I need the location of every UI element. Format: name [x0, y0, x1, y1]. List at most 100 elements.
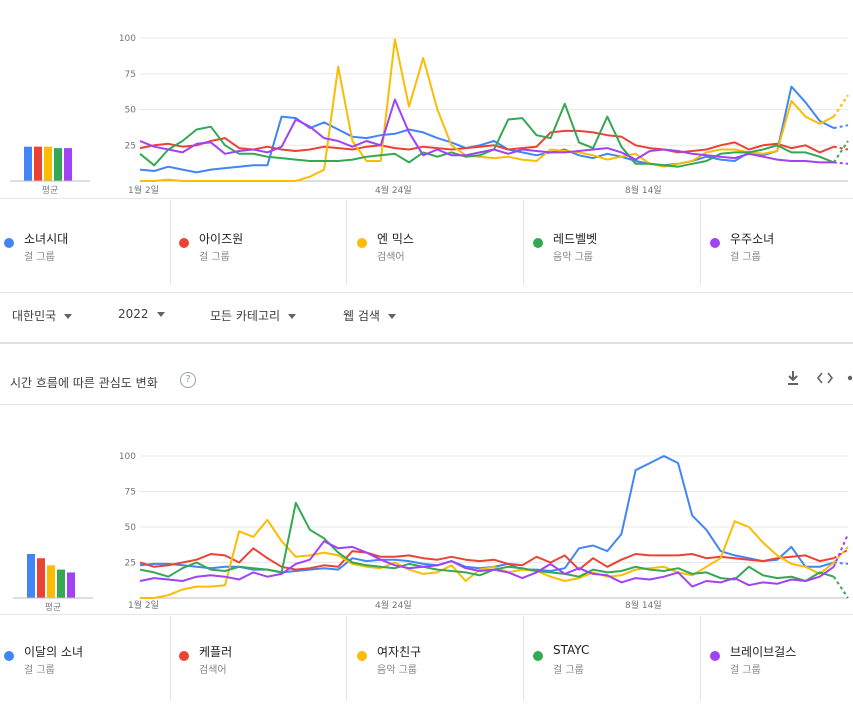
- download-icon[interactable]: [786, 370, 800, 390]
- average-bar-4: [54, 148, 62, 181]
- y-tick-label: 100: [119, 452, 136, 462]
- chart-1-line-chart[interactable]: 25 50 75 100: [0, 0, 853, 200]
- region-filter[interactable]: 대한민국: [12, 307, 73, 324]
- year-filter[interactable]: 2022: [118, 307, 165, 321]
- legend-term-name: 아이즈원: [199, 232, 244, 246]
- legend-term-type: 음악 그룹: [553, 252, 593, 263]
- region-filter-label: 대한민국: [12, 309, 57, 323]
- help-icon[interactable]: ?: [180, 372, 196, 388]
- legend-term-type: 검색어: [377, 252, 405, 263]
- legend-divider: [700, 616, 701, 701]
- legend-term-name: 우주소녀: [730, 232, 775, 246]
- legend-dot: [179, 651, 189, 661]
- legend-divider: [170, 616, 171, 701]
- legend-term-type: 걸 그룹: [730, 252, 761, 263]
- legend-term-name: 케플러: [199, 645, 233, 659]
- legend-item-3[interactable]: 엔 믹스 검색어: [353, 228, 523, 286]
- legend-term-type: 검색어: [199, 665, 227, 676]
- chart-1-x-tick-3: 8월 14일: [625, 186, 662, 196]
- legend-term-name: 엔 믹스: [377, 232, 414, 246]
- y-tick-label: 75: [125, 70, 136, 80]
- chart-2-average-label: 평균: [44, 603, 62, 613]
- legend-term-type: 걸 그룹: [24, 252, 55, 263]
- legend-term-type: 걸 그룹: [553, 665, 584, 676]
- legend-term-name: 레드벨벳: [553, 232, 598, 246]
- share-icon[interactable]: [846, 370, 853, 390]
- year-filter-label: 2022: [118, 307, 149, 321]
- legend-term-name: 브레이브걸스: [730, 645, 797, 659]
- search-type-filter-label: 웹 검색: [343, 309, 380, 323]
- series-line-4: [139, 501, 835, 582]
- legend-item-5[interactable]: 우주소녀 걸 그룹: [706, 228, 853, 286]
- series-line-2: [139, 547, 835, 571]
- legend-item-5[interactable]: 브레이브걸스 걸 그룹: [706, 641, 853, 699]
- legend-term-type: 음악 그룹: [377, 665, 417, 676]
- average-bar-5: [67, 572, 75, 598]
- y-tick-label: 25: [125, 141, 136, 151]
- series-line-3: [140, 38, 835, 182]
- category-filter[interactable]: 모든 카테고리: [210, 307, 297, 324]
- series-partial-line-1: [833, 124, 849, 130]
- legend-term-name: 소녀시대: [24, 232, 69, 246]
- series-partial-line-4: [832, 576, 849, 599]
- legend-dot: [4, 238, 14, 248]
- chart-2-x-tick-2: 4월 24일: [375, 601, 412, 611]
- legend-divider: [700, 200, 701, 285]
- average-bar-2: [37, 558, 45, 598]
- chevron-down-icon: [288, 314, 297, 319]
- average-bar-5: [64, 148, 72, 181]
- legend-item-2[interactable]: 아이즈원 걸 그룹: [175, 228, 345, 286]
- section-title: 시간 흐름에 따른 관심도 변화: [10, 376, 158, 390]
- legend-dot: [533, 651, 543, 661]
- legend-divider: [523, 200, 524, 285]
- legend-dot: [710, 651, 720, 661]
- search-type-filter[interactable]: 웹 검색: [343, 307, 396, 324]
- chevron-down-icon: [387, 314, 396, 319]
- chart-1-average-label: 평균: [41, 186, 59, 196]
- legend-term-name: STAYC: [553, 643, 590, 657]
- chevron-down-icon: [156, 312, 165, 317]
- chart-1-x-tick-2: 4월 24일: [375, 186, 412, 196]
- filters-bar: 대한민국 2022 모든 카테고리 웹 검색: [0, 297, 853, 337]
- legend-divider: [523, 616, 524, 701]
- download-icon-glyph: [788, 371, 798, 385]
- legend-item-2[interactable]: 케플러 검색어: [175, 641, 345, 699]
- series-line-1: [139, 455, 835, 574]
- legend-term-type: 걸 그룹: [730, 665, 761, 676]
- code-icon[interactable]: [816, 370, 834, 390]
- y-tick-label: 50: [125, 523, 137, 533]
- chart-2-line-chart[interactable]: 25 50 75 100: [0, 360, 853, 610]
- code-icon-glyph: [816, 372, 834, 384]
- series-partial-line-2: [833, 145, 849, 151]
- legend-term-name: 이달의 소녀: [24, 645, 84, 659]
- legend-item-1[interactable]: 이달의 소녀 걸 그룹: [0, 641, 170, 699]
- chart-1-x-tick-1: 1월 2일: [128, 186, 159, 196]
- series-line-5: [139, 98, 834, 164]
- y-tick-label: 75: [125, 488, 136, 498]
- chart-2-x-tick-1: 1월 2일: [128, 601, 159, 611]
- legend-item-4[interactable]: STAYC 걸 그룹: [529, 641, 699, 699]
- share-icon-glyph: [847, 375, 853, 381]
- legend-term-name: 여자친구: [377, 645, 422, 659]
- legend-term-type: 걸 그룹: [24, 665, 55, 676]
- legend-dot: [357, 651, 367, 661]
- category-filter-label: 모든 카테고리: [210, 309, 281, 323]
- legend-item-3[interactable]: 여자친구 음악 그룹: [353, 641, 523, 699]
- chart-2-x-tick-3: 8월 14일: [625, 601, 662, 611]
- series-line-1: [139, 85, 835, 174]
- series-partial-line-5: [833, 161, 849, 165]
- legend-item-1[interactable]: 소녀시대 걸 그룹: [0, 228, 170, 286]
- legend-item-4[interactable]: 레드벨벳 음악 그룹: [529, 228, 699, 286]
- legend-divider: [346, 616, 347, 701]
- legend-dot: [357, 238, 367, 248]
- average-bar-1: [27, 553, 35, 598]
- legend-divider: [346, 200, 347, 285]
- y-tick-label: 25: [125, 559, 136, 569]
- chevron-down-icon: [64, 314, 73, 319]
- series-partial-line-2: [833, 548, 849, 560]
- comparison-panel-1: 25 50 75 100 평균 1월 2일 4월 24일 8월 14일 소녀시대 걸 …: [0, 0, 853, 345]
- legend-dot: [179, 238, 189, 248]
- y-tick-label: 100: [119, 34, 136, 44]
- legend-top-divider: [0, 198, 853, 199]
- average-bar-4: [57, 569, 65, 598]
